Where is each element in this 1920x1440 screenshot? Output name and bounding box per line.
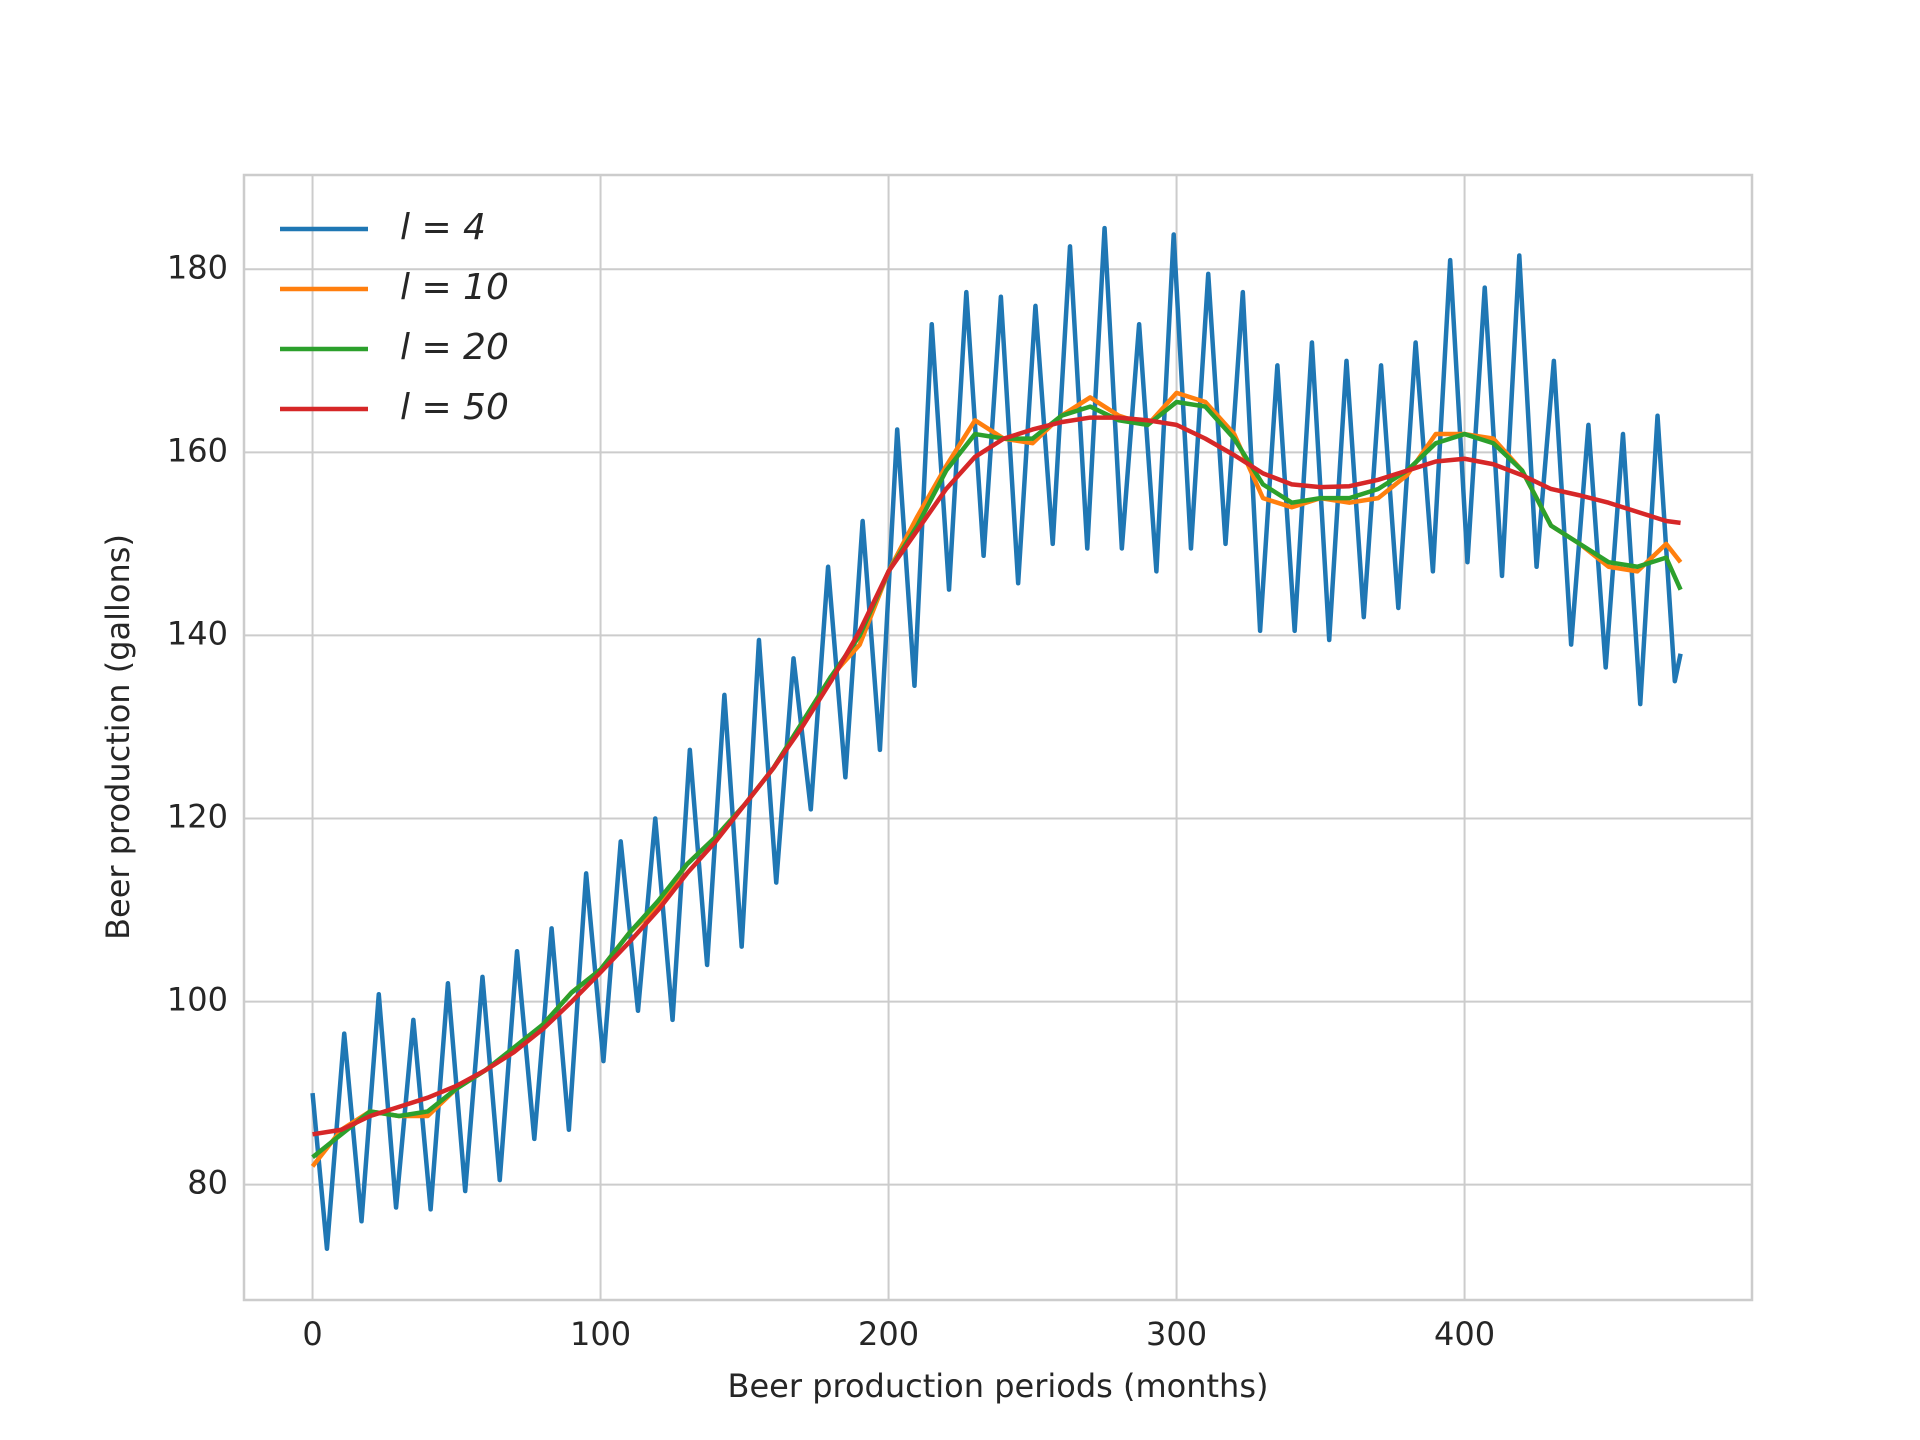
series-line: [310, 225, 1683, 1251]
series-line: [312, 415, 1681, 1137]
y-tick-label: 100: [167, 981, 228, 1019]
y-axis-label: Beer production (gallons): [99, 534, 137, 940]
y-tick-label: 80: [187, 1164, 228, 1202]
x-tick-label: 100: [570, 1315, 631, 1353]
x-tick-label: 200: [858, 1315, 919, 1353]
plot-frame: [242, 173, 1754, 1302]
legend-text: l = 20: [400, 327, 509, 368]
x-tick-label: 400: [1434, 1315, 1495, 1353]
legend-text: l = 4: [400, 207, 486, 248]
x-axis-label: Beer production periods (months): [728, 1367, 1269, 1405]
y-tick-label: 180: [167, 248, 228, 286]
y-tick-label: 120: [167, 798, 228, 836]
y-tick-label: 140: [167, 614, 228, 652]
x-tick-label: 300: [1146, 1315, 1207, 1353]
x-tick-label: 0: [302, 1315, 322, 1353]
legend-text: l = 10: [400, 267, 509, 308]
legend-text: l = 50: [400, 387, 509, 428]
y-tick-label: 160: [167, 431, 228, 469]
